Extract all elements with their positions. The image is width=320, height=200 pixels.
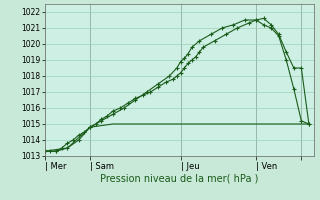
X-axis label: Pression niveau de la mer( hPa ): Pression niveau de la mer( hPa ) — [100, 173, 258, 183]
